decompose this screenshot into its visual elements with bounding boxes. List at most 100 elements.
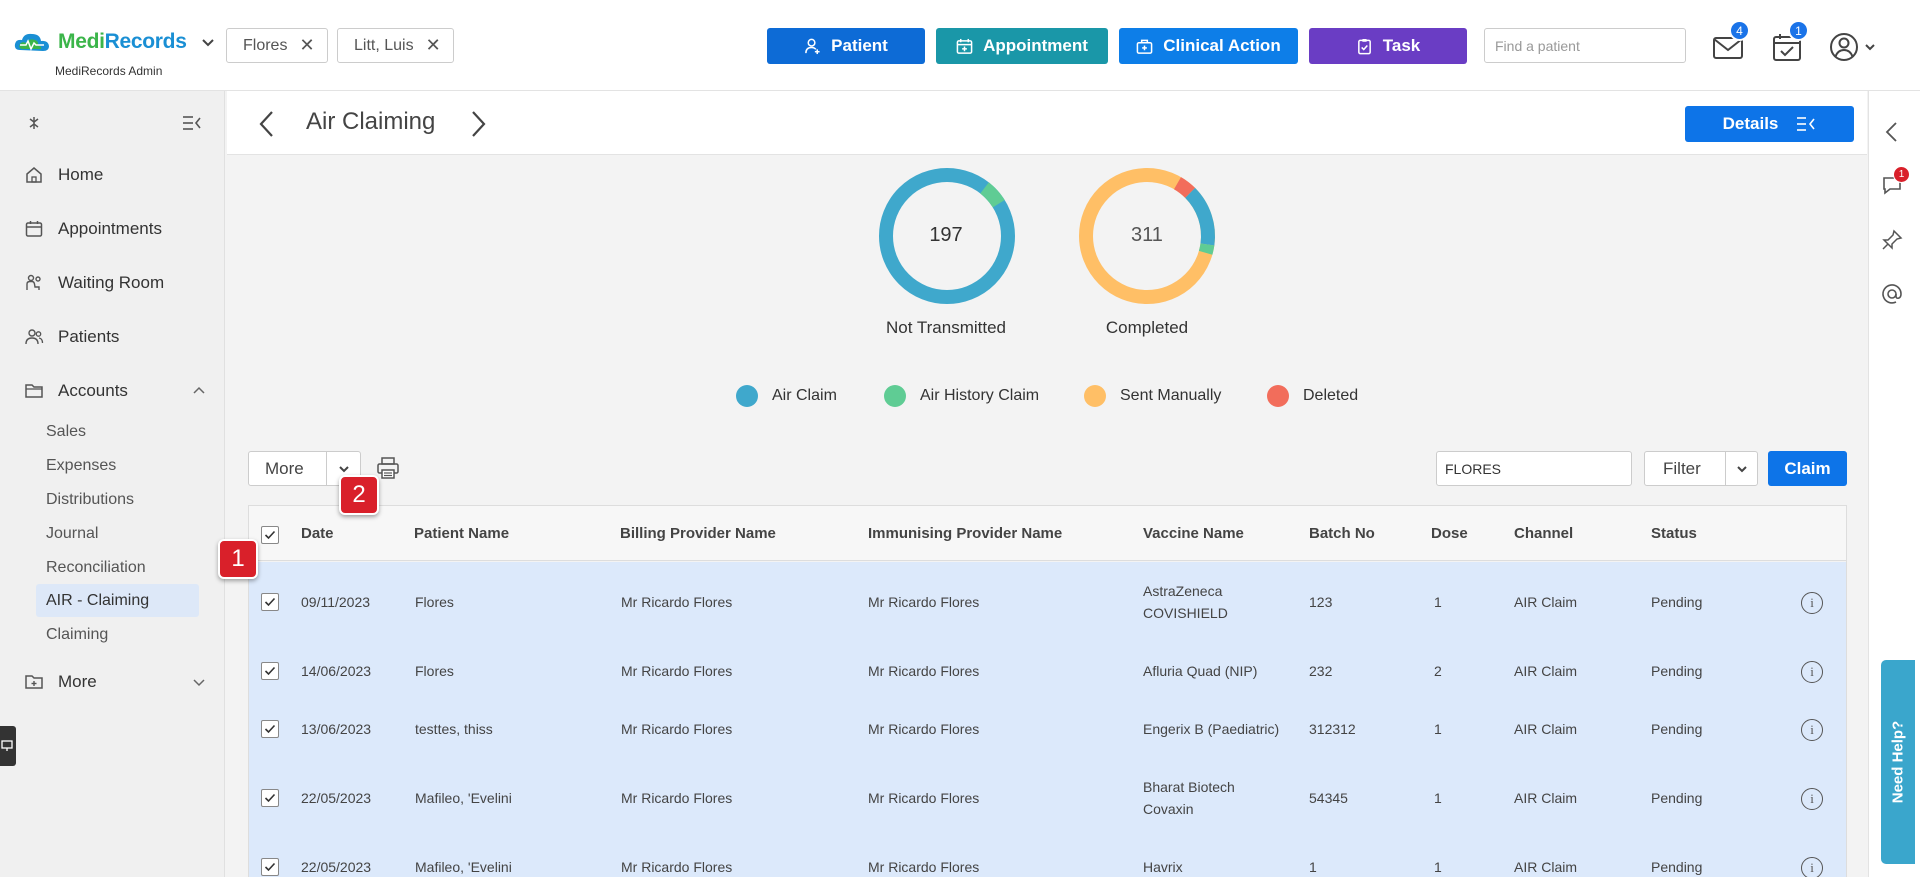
- close-icon[interactable]: ✕: [425, 35, 441, 55]
- sidebar-subitem-label: Expenses: [46, 456, 117, 474]
- cell-immunising-provider: Mr Ricardo Flores: [868, 594, 980, 610]
- sidebar-item-patients[interactable]: Patients: [24, 327, 119, 347]
- pin-sidebar-icon[interactable]: [26, 115, 42, 131]
- table-search-input[interactable]: [1445, 460, 1626, 477]
- cell-billing-provider: Mr Ricardo Flores: [621, 859, 733, 875]
- open-patient-tab-label: Flores: [243, 36, 288, 54]
- cell-batch-no: 54345: [1309, 790, 1348, 806]
- close-icon[interactable]: ✕: [299, 35, 315, 55]
- filter-dropdown[interactable]: Filter: [1644, 451, 1758, 486]
- cell-channel: AIR Claim: [1514, 790, 1578, 806]
- side-drawer-tab[interactable]: [0, 726, 16, 766]
- table-search[interactable]: [1436, 451, 1632, 486]
- next-arrow-icon[interactable]: [469, 109, 487, 139]
- mail-icon: [1713, 37, 1743, 59]
- patient-search[interactable]: [1484, 28, 1686, 63]
- sidebar-item-waiting-room[interactable]: Waiting Room: [24, 273, 164, 293]
- sidebar-subitem-claiming[interactable]: Claiming: [36, 618, 199, 651]
- column-header-date[interactable]: Date: [301, 525, 334, 542]
- print-icon[interactable]: [376, 456, 400, 480]
- dropdown-toggle[interactable]: [326, 452, 360, 485]
- column-header-vaccine-name[interactable]: Vaccine Name: [1143, 525, 1244, 542]
- cell-batch-no: 312312: [1309, 721, 1356, 737]
- row-checkbox[interactable]: [261, 720, 279, 738]
- sidebar-item-more[interactable]: More: [24, 672, 206, 692]
- sidebar-item-accounts[interactable]: Accounts: [24, 381, 206, 401]
- details-button[interactable]: Details: [1685, 106, 1854, 142]
- unread-messages-badge: 4: [1729, 20, 1750, 41]
- dropdown-toggle[interactable]: [1725, 452, 1757, 485]
- patient-search-input[interactable]: [1495, 37, 1676, 54]
- previous-arrow-icon[interactable]: [258, 109, 276, 139]
- chevron-down-icon[interactable]: [201, 35, 215, 49]
- select-all-checkbox[interactable]: [261, 526, 279, 544]
- chat-button[interactable]: 1: [1881, 166, 1910, 198]
- column-header-billing-provider[interactable]: Billing Provider Name: [620, 525, 776, 542]
- vaccine-name-line: Covaxin: [1143, 801, 1194, 817]
- check-icon: [264, 724, 276, 734]
- row-checkbox[interactable]: [261, 789, 279, 807]
- sidebar-subitem-journal[interactable]: Journal: [36, 517, 199, 550]
- mention-icon[interactable]: [1881, 283, 1903, 305]
- app-subtitle: MediRecords Admin: [55, 64, 163, 78]
- legend-item-air-claim: Air Claim: [736, 385, 837, 407]
- clinical-action-button[interactable]: Clinical Action: [1119, 28, 1298, 64]
- sidebar-item-label: Home: [58, 165, 104, 184]
- row-checkbox[interactable]: [261, 593, 279, 611]
- need-help-label: Need Help?: [1889, 720, 1907, 804]
- messages-button[interactable]: 4: [1711, 20, 1750, 64]
- info-icon[interactable]: i: [1801, 788, 1823, 810]
- cell-channel: AIR Claim: [1514, 859, 1578, 875]
- new-appointment-button[interactable]: Appointment: [936, 28, 1108, 64]
- cell-vaccine-name: Afluria Quad (NIP): [1143, 663, 1258, 679]
- pin-icon[interactable]: [1881, 229, 1903, 251]
- info-icon[interactable]: i: [1801, 592, 1823, 614]
- table-row[interactable]: 09/11/2023 Flores Mr Ricardo Flores Mr R…: [249, 562, 1846, 642]
- table-row[interactable]: 14/06/2023 Flores Mr Ricardo Flores Mr R…: [249, 642, 1846, 700]
- table-row[interactable]: 13/06/2023 testtes, thiss Mr Ricardo Flo…: [249, 700, 1846, 758]
- new-patient-button[interactable]: Patient: [767, 28, 925, 64]
- air-history-claim-segment: [980, 182, 1005, 208]
- new-patient-label: Patient: [831, 36, 888, 55]
- claims-table: Date Patient Name Billing Provider Name …: [248, 505, 1847, 877]
- column-header-dose[interactable]: Dose: [1431, 525, 1468, 542]
- row-checkbox[interactable]: [261, 662, 279, 680]
- sidebar-subitem-reconciliation[interactable]: Reconciliation: [36, 551, 199, 584]
- column-header-patient-name[interactable]: Patient Name: [414, 525, 510, 542]
- row-checkbox[interactable]: [261, 858, 279, 876]
- completed-donut: [1079, 168, 1215, 304]
- new-task-button[interactable]: Task: [1309, 28, 1467, 64]
- app-logo[interactable]: MediRecords: [12, 30, 215, 54]
- chevron-left-icon[interactable]: [1884, 121, 1900, 143]
- tasks-button[interactable]: 1: [1770, 20, 1809, 64]
- sidebar-subitem-air-claiming[interactable]: AIR - Claiming: [36, 584, 199, 617]
- medical-bag-icon: [1136, 39, 1153, 54]
- chevron-down-icon[interactable]: [192, 675, 206, 689]
- sidebar-subitem-distributions[interactable]: Distributions: [36, 483, 199, 516]
- column-header-channel[interactable]: Channel: [1514, 525, 1574, 542]
- sidebar-item-appointments[interactable]: Appointments: [24, 219, 162, 239]
- sidebar-subitem-sales[interactable]: Sales: [36, 415, 199, 448]
- open-patient-tab[interactable]: Flores ✕: [226, 28, 328, 63]
- sidebar-subitem-expenses[interactable]: Expenses: [36, 449, 199, 482]
- column-header-immunising-provider[interactable]: Immunising Provider Name: [868, 525, 1063, 542]
- need-help-tab[interactable]: Need Help?: [1881, 660, 1915, 864]
- check-icon: [264, 793, 276, 803]
- column-header-batch-no[interactable]: Batch No: [1309, 525, 1375, 542]
- claim-button[interactable]: Claim: [1768, 451, 1847, 486]
- open-patient-tab[interactable]: Litt, Luis ✕: [337, 28, 454, 63]
- table-row[interactable]: 22/05/2023 Mafileo, 'Evelini Mr Ricardo …: [249, 758, 1846, 838]
- info-icon[interactable]: i: [1801, 719, 1823, 741]
- sidebar-item-home[interactable]: Home: [24, 165, 103, 185]
- user-menu[interactable]: [1829, 30, 1885, 64]
- add-user-icon: [805, 38, 820, 54]
- open-patient-tab-label: Litt, Luis: [354, 36, 414, 54]
- info-icon[interactable]: i: [1801, 661, 1823, 683]
- cell-dose: 1: [1434, 790, 1442, 806]
- chevron-down-icon: [1736, 465, 1747, 472]
- table-row[interactable]: 22/05/2023 Mafileo, 'Evelini Mr Ricardo …: [249, 838, 1846, 877]
- collapse-sidebar-icon[interactable]: [182, 114, 202, 132]
- info-icon[interactable]: i: [1801, 857, 1823, 877]
- column-header-status[interactable]: Status: [1651, 525, 1697, 542]
- chevron-up-icon[interactable]: [192, 384, 206, 398]
